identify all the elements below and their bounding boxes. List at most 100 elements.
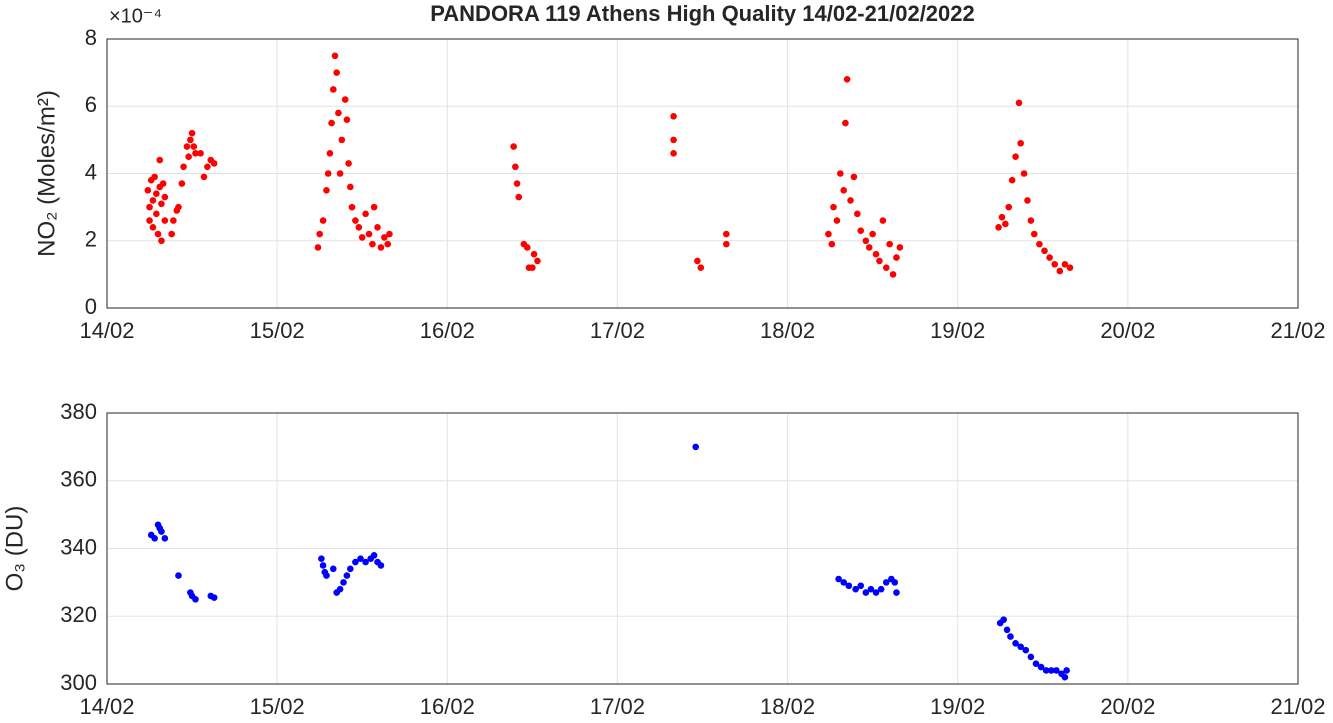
data-point: [1012, 153, 1019, 160]
data-point: [852, 585, 859, 593]
data-point: [1032, 660, 1040, 667]
data-point: [348, 203, 356, 211]
data-point: [857, 227, 865, 234]
data-point: [358, 234, 366, 241]
data-point: [869, 230, 876, 238]
data-point: [333, 69, 340, 76]
data-point: [370, 203, 378, 211]
data-point: [854, 210, 861, 218]
data-point: [314, 244, 322, 251]
x-tick-label: 18/02: [760, 694, 815, 719]
data-point: [146, 217, 153, 224]
data-point: [670, 136, 677, 144]
data-point: [1024, 197, 1031, 204]
data-point: [847, 197, 854, 204]
data-point: [326, 150, 334, 157]
data-point: [365, 230, 373, 238]
data-point: [175, 572, 182, 579]
data-point: [352, 558, 359, 566]
data-point: [175, 203, 182, 211]
y-axis-label: NO₂ (Moles/m²): [33, 90, 60, 257]
data-point: [1007, 633, 1014, 640]
data-point: [352, 217, 359, 224]
data-point: [842, 119, 849, 127]
data-point: [210, 594, 218, 601]
axes-box: [106, 412, 1299, 685]
data-point: [149, 197, 157, 204]
data-point: [374, 224, 381, 231]
data-point: [170, 217, 177, 224]
y-exponent: ×10⁻⁴: [109, 5, 162, 27]
x-tick-label: 20/02: [1100, 318, 1155, 343]
x-tick-label: 20/02: [1100, 694, 1155, 719]
data-point: [210, 160, 218, 167]
data-point: [850, 173, 858, 181]
data-point: [336, 170, 344, 177]
data-point: [995, 224, 1002, 231]
data-point: [877, 585, 885, 593]
data-point: [329, 86, 337, 93]
data-point: [697, 264, 705, 271]
data-point: [523, 244, 531, 251]
data-point: [180, 163, 187, 171]
data-point: [1003, 626, 1011, 634]
data-point: [1061, 673, 1069, 681]
data-point: [161, 217, 169, 224]
data-point: [168, 230, 175, 238]
x-tick-label: 17/02: [590, 694, 645, 719]
data-point: [529, 264, 536, 271]
data-point: [347, 183, 354, 191]
data-point: [347, 565, 354, 573]
data-point: [723, 230, 730, 238]
data-point: [1061, 260, 1069, 268]
data-point: [386, 230, 393, 238]
data-point: [876, 257, 883, 265]
data-point: [833, 217, 841, 224]
data-point: [1051, 260, 1058, 268]
data-point: [188, 129, 196, 137]
data-point: [1037, 663, 1045, 671]
data-point: [1063, 667, 1070, 674]
data-point: [318, 555, 325, 562]
data-point: [534, 257, 541, 265]
data-point: [381, 234, 388, 241]
x-tick-label: 14/02: [79, 318, 134, 343]
data-point: [1022, 646, 1030, 654]
data-point: [1020, 170, 1028, 177]
data-point: [377, 562, 385, 569]
data-point: [843, 76, 851, 83]
data-point: [1066, 264, 1074, 271]
data-point: [355, 224, 363, 231]
data-point: [183, 143, 191, 150]
data-point: [1002, 220, 1009, 228]
data-point: [828, 240, 836, 248]
data-point: [886, 240, 893, 248]
data-point: [357, 555, 364, 562]
y-tick-label: 2: [85, 227, 97, 252]
x-tick-label: 18/02: [760, 318, 815, 343]
y-tick-label: 8: [85, 25, 97, 50]
data-point: [830, 203, 837, 211]
data-point: [316, 230, 323, 238]
data-point: [197, 150, 204, 157]
data-point: [1017, 643, 1024, 651]
data-point: [343, 572, 351, 579]
data-point: [341, 96, 349, 103]
y-tick-label: 340: [60, 534, 97, 559]
y-axis-label: O₃ (DU): [1, 506, 28, 592]
data-point: [1015, 99, 1023, 107]
data-point: [1027, 653, 1035, 661]
data-point: [190, 143, 198, 150]
x-tick-label: 15/02: [250, 694, 305, 719]
data-point: [384, 240, 392, 248]
data-point: [159, 180, 167, 187]
data-point: [879, 217, 887, 224]
data-point: [369, 240, 376, 248]
data-point: [845, 582, 853, 590]
y-tick-label: 6: [85, 92, 97, 117]
data-point: [893, 254, 900, 261]
data-point: [1056, 267, 1064, 275]
y-tick-label: 320: [60, 602, 97, 627]
data-point: [872, 250, 880, 258]
